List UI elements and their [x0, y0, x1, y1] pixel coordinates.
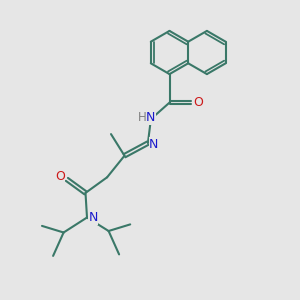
Text: H: H [137, 111, 146, 124]
Text: N: N [149, 138, 159, 151]
Text: O: O [55, 170, 64, 184]
Text: N: N [146, 111, 156, 124]
Text: N: N [88, 211, 98, 224]
Text: O: O [193, 96, 202, 109]
